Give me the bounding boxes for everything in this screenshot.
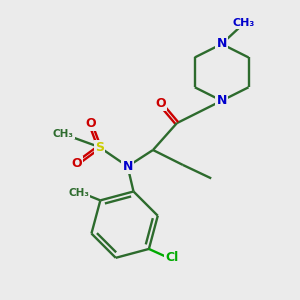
Text: O: O bbox=[71, 157, 82, 170]
Text: N: N bbox=[122, 160, 133, 173]
Text: N: N bbox=[217, 38, 227, 50]
Text: CH₃: CH₃ bbox=[68, 188, 89, 198]
Text: O: O bbox=[85, 117, 96, 130]
Text: CH₃: CH₃ bbox=[53, 129, 74, 139]
Text: S: S bbox=[95, 140, 104, 154]
Text: Cl: Cl bbox=[165, 251, 178, 264]
Text: N: N bbox=[217, 94, 227, 107]
Text: O: O bbox=[155, 97, 166, 110]
Text: CH₃: CH₃ bbox=[233, 18, 255, 28]
